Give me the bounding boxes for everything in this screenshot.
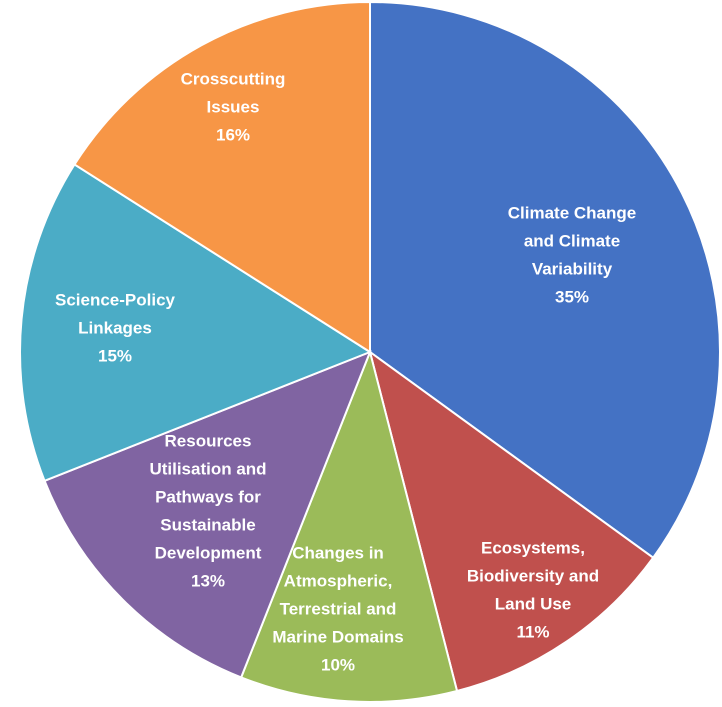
slice-name-label: Resources [165, 431, 252, 450]
slice-name-label: Variability [532, 259, 613, 278]
slice-value-label: 15% [98, 346, 132, 365]
slice-name-label: Climate Change [508, 203, 636, 222]
slice-label-group: Resources Utilisation and Pathways for Sust… [149, 431, 266, 590]
slice-name-label: Pathways for [155, 487, 261, 506]
slice-value-label: 35% [555, 287, 589, 306]
slice-label-group: Climate Change and Climate Variability 35% [508, 203, 636, 306]
slice-value-label: 16% [216, 125, 250, 144]
pie-slice [43, 350, 372, 679]
pie-slice [368, 349, 655, 693]
slice-name-label: Ecosystems, [481, 538, 585, 557]
slice-value-label: 11% [516, 622, 549, 641]
slice-value-label: 13% [191, 571, 225, 590]
pie-slice [369, 0, 721, 560]
slice-name-label: Biodiversity and [467, 566, 599, 585]
slice-name-label: Changes in [292, 543, 384, 562]
slice-name-label: and Climate [524, 231, 620, 250]
slice-label-group: Changes in Atmospheric, Terrestrial and Mar… [272, 543, 403, 674]
pie-slice [239, 348, 459, 703]
slice-value-label: 10% [321, 655, 355, 674]
slice-name-label: Development [155, 543, 262, 562]
slice-name-label: Land Use [495, 594, 572, 613]
slice-name-label: Crosscutting [181, 69, 286, 88]
slice-name-label: Linkages [78, 318, 152, 337]
slice-name-label: Utilisation and [149, 459, 266, 478]
pie-labels: Climate Change and Climate Variability 35% E… [55, 69, 636, 674]
slice-name-label: Atmospheric, [284, 571, 393, 590]
slice-name-label: Science-Policy [55, 290, 176, 309]
slice-name-label: Terrestrial and [280, 599, 397, 618]
pie-slice [19, 163, 373, 483]
slice-name-label: Issues [207, 97, 260, 116]
slice-label-group: Crosscutting Issues 16% [181, 69, 286, 144]
slice-label-group: Ecosystems, Biodiversity and Land Use 11% [467, 538, 599, 641]
pie-slice [73, 0, 371, 354]
slice-label-group: Science-Policy Linkages 15% [55, 290, 176, 365]
slice-name-label: Sustainable [160, 515, 255, 534]
pie-slices [19, 0, 721, 703]
slice-name-label: Marine Domains [272, 627, 403, 646]
